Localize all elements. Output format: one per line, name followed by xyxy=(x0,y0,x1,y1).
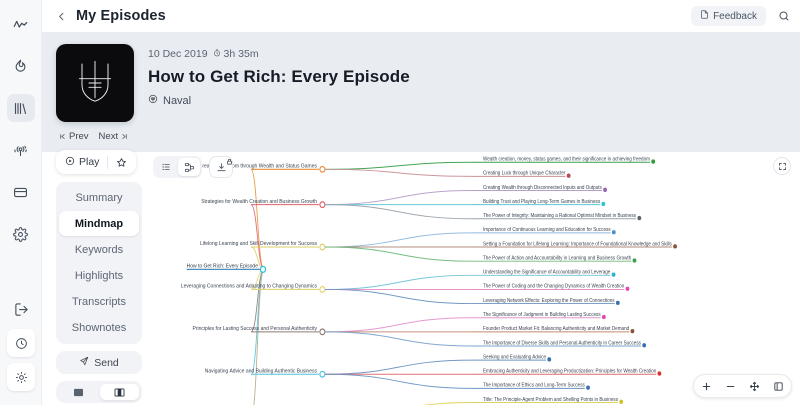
svg-text:Lifelong Learning and Skill De: Lifelong Learning and Skill Development … xyxy=(200,241,317,247)
frame-icon[interactable] xyxy=(771,379,786,394)
clock-icon[interactable] xyxy=(7,329,35,357)
plus-icon[interactable] xyxy=(699,379,714,394)
feedback-label: Feedback xyxy=(713,10,757,22)
tab-transcripts[interactable]: Transcripts xyxy=(72,295,126,308)
expand-fullscreen-icon[interactable] xyxy=(773,157,791,175)
episode-artwork xyxy=(56,44,134,122)
feedback-button[interactable]: Feedback xyxy=(691,6,766,26)
tab-keywords[interactable]: Keywords xyxy=(74,243,124,256)
send-label: Send xyxy=(94,356,119,369)
svg-text:Setting a Foundation for Lifel: Setting a Foundation for Lifelong Learni… xyxy=(483,241,672,247)
send-icon xyxy=(79,356,89,369)
clock-icon xyxy=(213,48,221,60)
podcast-icon xyxy=(148,94,158,107)
page-title: My Episodes xyxy=(76,8,166,24)
mindmap-svg: Creating Freedom through Wealth and Stat… xyxy=(181,156,677,405)
svg-text:The Importance of Ethics and L: The Importance of Ethics and Long-Term S… xyxy=(483,382,585,388)
panel-split-icon[interactable] xyxy=(100,384,139,400)
svg-text:The Power of Coding and the Ch: The Power of Coding and the Changing Dyn… xyxy=(483,283,625,289)
tool-panel: Summary Mindmap Keywords Highlights Tran… xyxy=(42,152,142,405)
svg-text:Leveraging Network Effects: Ex: Leveraging Network Effects: Exploring th… xyxy=(483,298,615,304)
star-icon[interactable] xyxy=(116,157,127,168)
episode-meta-line: 10 Dec 2019 3h 35m xyxy=(148,48,410,60)
svg-text:Seeking and Evaluating Advice: Seeking and Evaluating Advice xyxy=(483,354,546,360)
svg-text:The Power of Integrity: Mainta: The Power of Integrity: Maintaining a Ra… xyxy=(483,213,637,219)
minus-icon[interactable] xyxy=(723,379,738,394)
mindmap-view-icon[interactable] xyxy=(178,158,200,176)
play-circle-icon xyxy=(65,156,75,169)
send-button[interactable]: Send xyxy=(56,351,142,374)
divider xyxy=(107,155,109,169)
svg-text:Embracing Authenticity and Lev: Embracing Authenticity and Leveraging Pr… xyxy=(483,368,656,374)
svg-text:The Power of Action and Accoun: The Power of Action and Accountability i… xyxy=(483,255,632,261)
artwork-column: Prev Next xyxy=(56,44,148,152)
svg-text:Title: The Principle-Agent Pro: Title: The Principle-Agent Problem and S… xyxy=(483,397,618,403)
svg-text:Leveraging Connections and Ada: Leveraging Connections and Adapting to C… xyxy=(181,283,317,289)
next-button[interactable]: Next xyxy=(99,131,129,142)
tab-shownotes[interactable]: Shownotes xyxy=(71,321,127,334)
sun-icon[interactable] xyxy=(7,363,35,391)
tab-highlights[interactable]: Highlights xyxy=(74,269,124,282)
episode-author: Naval xyxy=(148,94,410,107)
mindmap-canvas[interactable]: Creating Freedom through Wealth and Stat… xyxy=(142,152,800,405)
svg-text:Principles for Lasting Success: Principles for Lasting Success and Perso… xyxy=(193,326,318,332)
next-label: Next xyxy=(98,131,119,142)
outline-view-icon[interactable] xyxy=(155,158,177,176)
view-mode-toggle xyxy=(56,381,142,403)
episode-banner: Prev Next 10 Dec 2019 3h 35m xyxy=(42,32,800,152)
move-fit-icon[interactable] xyxy=(747,379,762,394)
svg-text:Building Trust and Playing Lon: Building Trust and Playing Long-Term Gam… xyxy=(483,199,601,205)
svg-text:The Importance of Diverse Skil: The Importance of Diverse Skills and Per… xyxy=(483,340,641,346)
episode-duration: 3h 35m xyxy=(213,48,259,60)
podcast-broadcast-icon[interactable] xyxy=(7,136,35,164)
tab-summary[interactable]: Summary xyxy=(75,191,123,204)
logo[interactable] xyxy=(7,10,35,38)
content-area: Summary Mindmap Keywords Highlights Tran… xyxy=(42,152,800,405)
rail-bottom-group xyxy=(0,295,42,397)
duration-label: 3h 35m xyxy=(223,48,259,60)
mindmap-toolbar xyxy=(153,156,233,178)
svg-text:The Significance of Judgment i: The Significance of Judgment in Building… xyxy=(483,312,601,318)
view-switch xyxy=(153,156,202,178)
svg-text:Navigating Advice and Building: Navigating Advice and Building Authentic… xyxy=(205,368,318,374)
prev-button[interactable]: Prev xyxy=(59,131,89,142)
card-icon[interactable] xyxy=(7,178,35,206)
episode-title: How to Get Rich: Every Episode xyxy=(148,67,410,86)
play-bar: Play xyxy=(56,150,137,174)
prev-next-controls: Prev Next xyxy=(56,131,148,142)
play-label: Play xyxy=(79,156,100,168)
svg-text:Importance of Continuous Learn: Importance of Continuous Learning and Ed… xyxy=(483,227,611,233)
panel-full-icon[interactable] xyxy=(59,384,98,400)
play-button[interactable]: Play xyxy=(65,156,99,169)
section-tabs: Summary Mindmap Keywords Highlights Tran… xyxy=(56,182,142,344)
episode-date: 10 Dec 2019 xyxy=(148,48,208,60)
main-column: My Episodes Feedback xyxy=(42,0,800,405)
lock-icon xyxy=(226,154,233,168)
search-icon[interactable] xyxy=(778,10,790,22)
top-bar: My Episodes Feedback xyxy=(42,0,800,32)
svg-text:Understanding the Significance: Understanding the Significance of Accoun… xyxy=(483,269,611,275)
flame-icon[interactable] xyxy=(7,52,35,80)
episode-meta: 10 Dec 2019 3h 35m How to Get Rich: Ever… xyxy=(148,44,410,152)
svg-text:Founder Product Market Fit: Ba: Founder Product Market Fit: Balancing Au… xyxy=(483,326,629,332)
logout-icon[interactable] xyxy=(7,295,35,323)
sidebar-item-library[interactable] xyxy=(6,94,35,122)
tab-mindmap[interactable]: Mindmap xyxy=(59,211,139,236)
svg-text:Wealth creation, money, status: Wealth creation, money, status games, an… xyxy=(483,156,650,162)
prev-label: Prev xyxy=(69,131,89,142)
document-icon xyxy=(700,10,709,22)
author-label: Naval xyxy=(163,94,192,107)
gear-icon[interactable] xyxy=(7,220,35,248)
svg-text:Creating Freedom through Wealt: Creating Freedom through Wealth and Stat… xyxy=(199,163,318,169)
zoom-controls xyxy=(693,374,792,398)
svg-text:Strategies for Wealth Creation: Strategies for Wealth Creation and Busin… xyxy=(201,199,317,205)
svg-text:Creating Luck through Unique C: Creating Luck through Unique Character xyxy=(483,170,566,176)
download-button[interactable] xyxy=(209,156,233,178)
chevron-left-icon[interactable] xyxy=(56,11,67,22)
left-icon-rail xyxy=(0,0,42,405)
svg-text:Creating Wealth through Discon: Creating Wealth through Disconnected Inp… xyxy=(483,185,602,191)
svg-text:How to Get Rich: Every Episode: How to Get Rich: Every Episode xyxy=(187,263,258,269)
